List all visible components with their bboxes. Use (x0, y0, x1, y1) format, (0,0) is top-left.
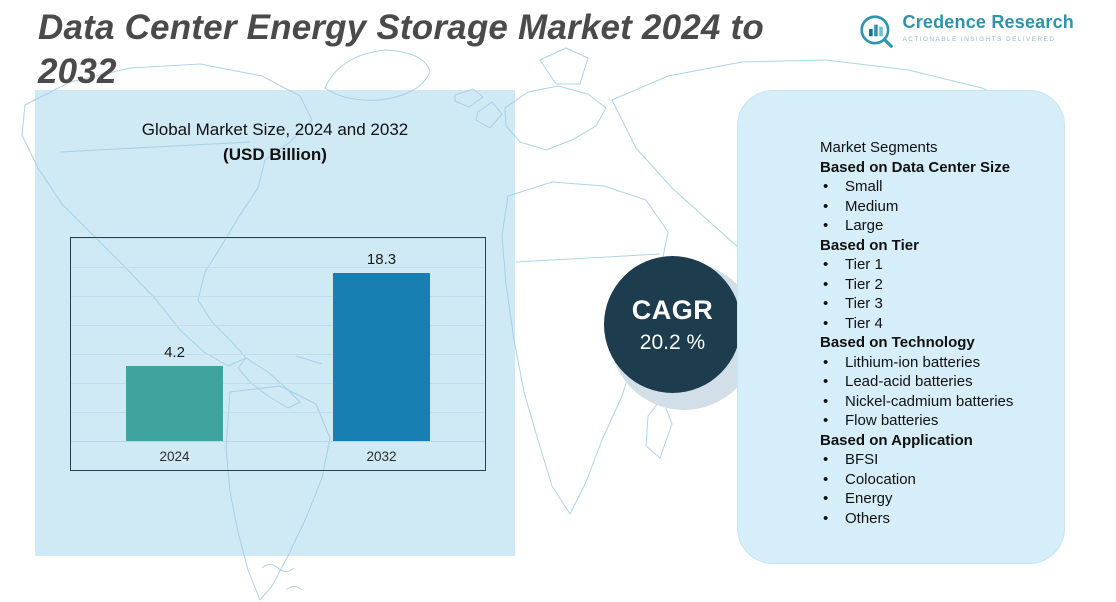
segment-item: • Small (820, 177, 1058, 197)
ocean-wave-2 (285, 586, 303, 591)
bullet-icon: • (823, 451, 829, 468)
segment-item-label: Lead-acid batteries (845, 373, 973, 390)
segment-group-heading: Based on Data Center Size (820, 158, 1011, 176)
bullet-icon: • (823, 490, 829, 507)
segment-item-label: Lithium-ion batteries (845, 353, 981, 371)
brand-text: Credence Research Actionable Insights De… (903, 12, 1075, 43)
bullet-icon: • (823, 392, 829, 410)
bullet-icon: • (823, 275, 829, 293)
bullet-icon: • (823, 470, 829, 488)
segment-item-label: Colocation (845, 470, 916, 488)
segment-item: • Others (820, 509, 1058, 529)
segment-item-label: Medium (845, 197, 899, 215)
segment-item: • BFSI (820, 450, 1058, 470)
segment-item: • Lead-acid batteries (820, 372, 1058, 392)
segments-list: Market Segments Based on Data Center Siz… (820, 138, 1058, 528)
bar-value-label: 4.2 (164, 344, 185, 361)
segment-group-heading: Based on Technology (820, 334, 975, 351)
segment-item-label: Tier 4 (845, 314, 883, 332)
bullet-icon: • (823, 197, 829, 215)
bar-chart-magnifier-icon (858, 12, 896, 55)
brand-logo: Credence Research Actionable Insights De… (858, 12, 1075, 55)
segment-group-heading: Based on Application (820, 431, 973, 449)
segment-item: • Energy (820, 489, 1058, 509)
segment-item: • Flow batteries (820, 411, 1058, 431)
bullet-icon: • (823, 217, 829, 234)
segment-group-heading: Based on Tier (820, 236, 919, 254)
x-axis-label-2032: 2032 (366, 449, 397, 464)
segment-item-label: Tier 3 (845, 295, 883, 312)
segment-item: • Tier 1 (820, 255, 1058, 275)
cagr-badge: CAGR 20.2 % (604, 256, 741, 393)
segment-item-label: Nickel-cadmium batteries (845, 392, 1014, 410)
x-axis-label-2024: 2024 (159, 449, 190, 464)
segment-item: • Lithium-ion batteries (820, 353, 1058, 373)
chart-subtitle: (USD Billion) (223, 145, 327, 164)
segment-item-label: Small (845, 178, 883, 195)
ocean-wave-1 (261, 564, 295, 572)
bullet-icon: • (823, 373, 829, 390)
continent-europe (504, 85, 607, 151)
bar-2024 (126, 366, 223, 441)
bar-value-label: 18.3 (366, 251, 397, 268)
segment-item-label: Others (845, 509, 891, 527)
segment-item: • Tier 2 (820, 275, 1058, 295)
bar-column-2032: 18.3 (278, 251, 485, 441)
bullet-icon: • (823, 353, 829, 371)
bullet-icon: • (823, 256, 829, 273)
segment-item: • Medium (820, 197, 1058, 217)
segments-title: Market Segments (820, 139, 938, 156)
page-title: Data Center Energy Storage Market 2024 t… (38, 8, 764, 92)
segment-item-label: Energy (845, 490, 893, 507)
segment-item-label: Flow batteries (845, 412, 939, 429)
bullet-icon: • (823, 509, 829, 527)
bullet-icon: • (823, 412, 829, 429)
border-line-africa (515, 253, 661, 263)
bullet-icon: • (823, 314, 829, 332)
cagr-label: CAGR (631, 294, 714, 325)
chart-plot-area: 4.2 18.3 (71, 238, 485, 442)
segment-item-label: Large (845, 217, 884, 234)
bar-chart: 4.2 18.3 2024 2032 (70, 237, 486, 471)
chart-title: Global Market Size, 2024 and 2032 (141, 120, 409, 139)
brand-name: Credence Research (902, 12, 1074, 32)
segment-item: • Tier 4 (820, 314, 1058, 334)
segment-item-label: BFSI (845, 451, 879, 468)
segment-item: • Nickel-cadmium batteries (820, 392, 1058, 412)
segment-item: • Tier 3 (820, 294, 1058, 314)
bar-column-2024: 4.2 (71, 344, 278, 441)
brand-tagline: Actionable Insights Delivered (902, 36, 1056, 43)
bullet-icon: • (823, 178, 829, 195)
segment-item-label: Tier 2 (845, 275, 883, 293)
segment-item-label: Tier 1 (845, 256, 883, 273)
bar-2032 (333, 273, 430, 441)
cagr-value: 20.2 % (639, 330, 706, 354)
bullet-icon: • (823, 295, 829, 312)
segment-item: • Colocation (820, 470, 1058, 490)
segment-item: • Large (820, 216, 1058, 236)
chart-title-block: Global Market Size, 2024 and 2032 (USD B… (35, 120, 515, 165)
x-axis: 2024 2032 (71, 442, 485, 470)
